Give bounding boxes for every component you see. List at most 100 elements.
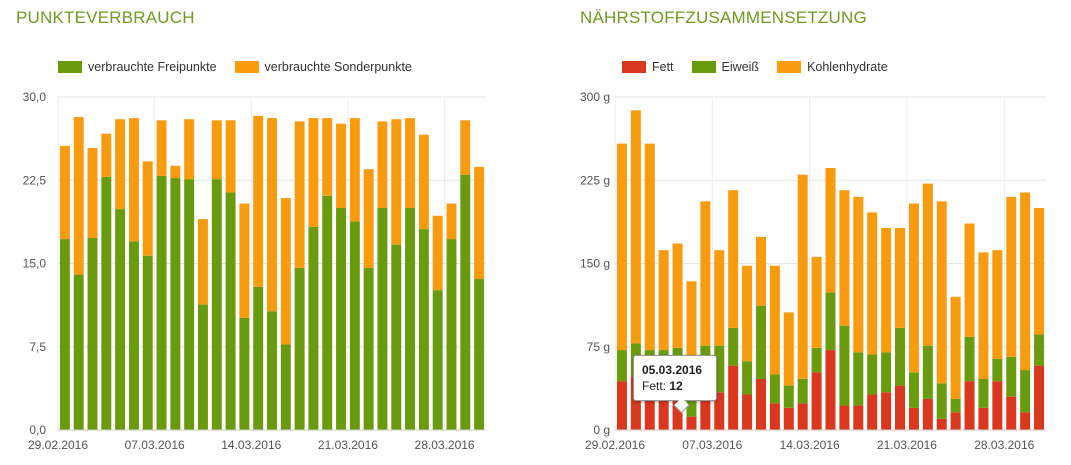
bar-segment <box>755 378 766 430</box>
bar-segment <box>1034 334 1045 366</box>
legend-item-fett[interactable]: Fett <box>622 60 674 74</box>
bar-segment <box>783 385 794 408</box>
bar-segment <box>87 148 98 238</box>
x-tick-label: 29.02.2016 <box>585 438 645 452</box>
bar-segment <box>769 374 780 404</box>
chart-legend: verbrauchte Freipunkte verbrauchte Sonde… <box>58 60 412 74</box>
bar-segment <box>936 383 947 419</box>
legend-item-freipunkte[interactable]: verbrauchte Freipunkte <box>58 60 217 74</box>
y-tick-label: 22,5 <box>23 173 47 187</box>
bar-segment <box>59 239 70 430</box>
legend-swatch <box>691 61 716 73</box>
bar-segment <box>811 372 822 430</box>
bar-segment <box>1020 192 1031 371</box>
bar-segment <box>267 311 277 430</box>
bar-segment <box>197 219 208 305</box>
bar-segment <box>895 385 906 430</box>
bar-segment <box>294 267 305 430</box>
bar-segment <box>616 143 627 351</box>
bar-segment <box>992 381 1003 430</box>
y-tick-label: 75 g <box>587 340 610 354</box>
bar-segment <box>714 250 725 346</box>
bar-segment <box>839 405 850 430</box>
bar-segment <box>1020 412 1031 430</box>
bar-segment <box>908 372 919 408</box>
bar-segment <box>964 223 975 337</box>
x-tick-label: 07.03.2016 <box>125 438 185 452</box>
bar-segment <box>391 244 402 430</box>
bar-segment <box>1020 370 1031 413</box>
legend-label: Eiweiß <box>721 60 760 74</box>
bar-segment <box>616 381 627 430</box>
x-tick-label: 14.03.2016 <box>780 438 840 452</box>
legend-swatch <box>622 61 646 73</box>
bar-segment <box>349 221 360 430</box>
bar-segment <box>156 175 167 430</box>
bar-segment <box>936 201 947 384</box>
bar-segment <box>728 190 739 328</box>
bar-segment <box>867 394 878 430</box>
tooltip-date: 05.03.2016 <box>642 363 703 377</box>
bar-segment <box>377 208 388 430</box>
bar-segment <box>101 133 112 177</box>
bar-segment <box>322 118 333 196</box>
bar-segment <box>1006 396 1017 430</box>
y-tick-label: 0 g <box>593 423 610 437</box>
chart-legend: Fett Eiweiß Kohlenhydrate <box>622 60 888 74</box>
bar-segment <box>769 403 780 430</box>
bar-segment <box>950 398 961 413</box>
bar-segment <box>170 178 181 430</box>
bar-segment <box>867 212 878 355</box>
bar-segment <box>755 236 766 306</box>
y-tick-label: 300 g <box>580 90 610 104</box>
tooltip-value: 12 <box>669 379 683 393</box>
bar-segment <box>474 166 485 280</box>
bar-segment <box>115 209 126 430</box>
legend-item-eiweiss[interactable]: Eiweiß <box>691 60 760 74</box>
legend-item-kohlenhydrate[interactable]: Kohlenhydrate <box>777 60 888 74</box>
bar-segment <box>714 392 725 430</box>
tooltip-label: Fett: <box>642 379 667 393</box>
bar-segment <box>322 195 333 430</box>
bar-segment <box>405 208 416 430</box>
bar-segment <box>101 176 112 430</box>
bar-segment <box>1034 208 1045 335</box>
bar-segment <box>908 407 919 430</box>
bar-segment <box>432 290 443 430</box>
bar-segment <box>839 325 850 406</box>
bar-segment <box>992 250 1003 359</box>
legend-item-sonderpunkte[interactable]: verbrauchte Sonderpunkte <box>234 60 412 74</box>
legend-label: verbrauchte Sonderpunkte <box>264 60 412 74</box>
bar-segment <box>128 241 139 430</box>
chart-title: NÄHRSTOFFZUSAMMENSETZUNG <box>580 8 867 27</box>
bar-segment <box>964 381 975 430</box>
bar-segment <box>1006 356 1017 397</box>
bar-segment <box>686 416 697 430</box>
bar-segment <box>349 118 360 222</box>
bar-segment <box>211 179 222 430</box>
bar-segment <box>59 145 70 240</box>
bar-segment <box>630 110 641 344</box>
bar-segment <box>922 398 933 430</box>
bar-segment <box>881 392 892 430</box>
bar-segment <box>825 168 836 293</box>
bar-segment <box>853 405 864 430</box>
bar-segment <box>336 208 347 430</box>
bar-segment <box>128 118 139 242</box>
bar-segment <box>769 265 780 375</box>
bar-segment <box>267 118 277 312</box>
y-tick-label: 7,5 <box>29 340 46 354</box>
bar-segment <box>391 119 402 245</box>
bar-segment <box>418 229 429 430</box>
points-chart-plot: 0,0 7,5 15,0 22,5 30,0 29.02.2016 07.03.2016 14… <box>23 90 486 452</box>
bar-segment <box>460 120 471 175</box>
bar-segment <box>686 390 697 417</box>
bar-segment <box>630 376 641 430</box>
bar-segment <box>742 265 753 362</box>
y-tick-label: 30,0 <box>23 90 47 104</box>
x-tick-label: 28.03.2016 <box>415 438 475 452</box>
bar-segment <box>446 203 457 240</box>
y-tick-label: 150 g <box>580 257 610 271</box>
bar-segment <box>225 120 236 193</box>
